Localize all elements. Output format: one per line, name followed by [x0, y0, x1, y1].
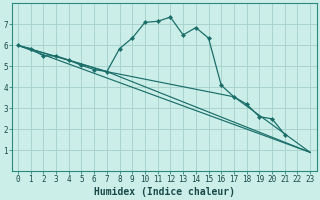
X-axis label: Humidex (Indice chaleur): Humidex (Indice chaleur)	[93, 186, 235, 197]
